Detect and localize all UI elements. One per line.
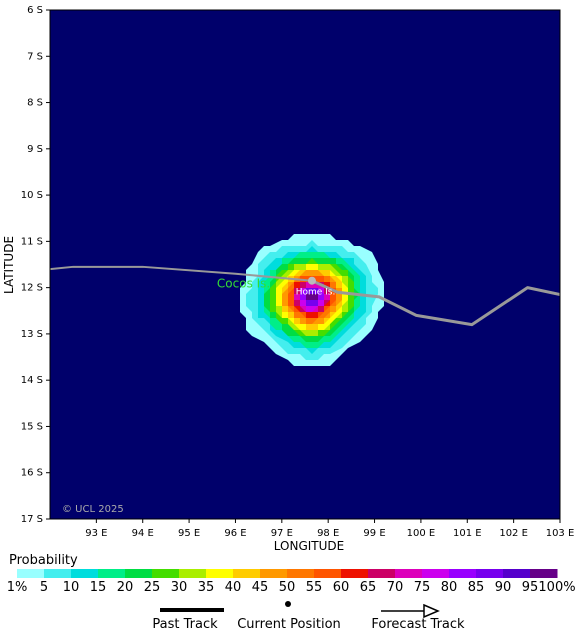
colorbar-label: 80 — [441, 580, 458, 595]
colorbar-swatch-3 — [98, 569, 126, 578]
colorbar-swatch-0 — [17, 569, 45, 578]
lat-tick-label: 9 S — [27, 144, 43, 155]
lat-tick-label: 7 S — [27, 51, 43, 62]
colorbar-label: 85 — [468, 580, 485, 595]
place-labels: Cocos Is. Home Is. — [217, 277, 335, 298]
colorbar-label: 50 — [279, 580, 296, 595]
lon-tick-label: 102 E — [499, 528, 528, 539]
lon-tick-label: 95 E — [178, 528, 200, 539]
colorbar-label: 1% — [7, 580, 28, 595]
forecast-track-line — [311, 279, 560, 327]
colorbar-label: 30 — [171, 580, 188, 595]
copyright-text: © UCL 2025 — [62, 504, 124, 515]
lon-tick-label: 99 E — [363, 528, 385, 539]
colorbar-label: 60 — [333, 580, 350, 595]
lon-tick-label: 97 E — [271, 528, 293, 539]
colorbar-swatch-11 — [314, 569, 342, 578]
colorbar-swatch-13 — [368, 569, 396, 578]
lat-tick-label: 14 S — [21, 375, 43, 386]
colorbar-swatch-17 — [476, 569, 504, 578]
colorbar-swatch-9 — [260, 569, 288, 578]
past-track-line — [50, 265, 313, 282]
colorbar-swatch-6 — [179, 569, 207, 578]
colorbar-label: 65 — [360, 580, 377, 595]
place-label-0: Cocos Is. — [217, 277, 270, 291]
colorbar-swatch-7 — [206, 569, 234, 578]
lat-tick-label: 11 S — [21, 236, 43, 247]
longitude-axis: 93 E 94 E 95 E 96 E 97 E 98 E 99 E 100 E 101 E 10… — [85, 519, 574, 539]
colorbar-label: 15 — [90, 580, 107, 595]
lon-tick-label: 94 E — [132, 528, 154, 539]
colorbar-swatch-1 — [44, 569, 72, 578]
lon-tick-label: 93 E — [85, 528, 107, 539]
colorbar-swatch-12 — [341, 569, 369, 578]
colorbar-swatch-2 — [71, 569, 99, 578]
legend-title: Probability — [9, 553, 78, 568]
lat-tick-label: 13 S — [21, 329, 43, 340]
lat-tick-label: 6 S — [27, 5, 43, 16]
latitude-axis: 6 S 7 S 8 S 9 S 10 S 11 S 12 S 13 S 14 S 15 S 16 S… — [21, 5, 50, 525]
lat-tick-label: 15 S — [21, 421, 43, 432]
colorbar-swatch-14 — [395, 569, 423, 578]
current-position-key-icon — [285, 601, 291, 607]
colorbar-label: 95 — [522, 580, 539, 595]
colorbar-label: 20 — [117, 580, 134, 595]
colorbar-swatch-10 — [287, 569, 315, 578]
colorbar-swatch-8 — [233, 569, 261, 578]
past-track-key-label: Past Track — [152, 617, 218, 632]
colorbar-label: 45 — [252, 580, 269, 595]
lat-tick-label: 10 S — [21, 190, 43, 201]
colorbar-swatch-15 — [422, 569, 450, 578]
colorbar-label: 100% — [538, 580, 575, 595]
lon-tick-label: 103 E — [546, 528, 575, 539]
lon-tick-label: 100 E — [407, 528, 436, 539]
colorbar-label: 55 — [306, 580, 323, 595]
lat-tick-label: 16 S — [21, 468, 43, 479]
colorbar-swatch-19 — [530, 569, 558, 578]
probability-colorbar — [17, 569, 558, 578]
lat-tick-label: 12 S — [21, 283, 43, 294]
lon-tick-label: 96 E — [224, 528, 246, 539]
track-layer — [50, 265, 560, 327]
probability-band-95 — [306, 294, 318, 300]
colorbar-label: 40 — [225, 580, 242, 595]
colorbar-swatch-5 — [152, 569, 180, 578]
current-position-key-label: Current Position — [237, 617, 341, 632]
forecast-track-key-label: Forecast Track — [371, 617, 465, 632]
colorbar-label: 90 — [495, 580, 512, 595]
y-axis-title: LATITUDE — [2, 236, 16, 294]
colorbar-swatch-16 — [449, 569, 477, 578]
lon-tick-label: 101 E — [453, 528, 482, 539]
lat-tick-label: 8 S — [27, 98, 43, 109]
colorbar-label: 10 — [63, 580, 80, 595]
x-axis-title: LONGITUDE — [274, 539, 344, 553]
colorbar-label: 25 — [144, 580, 161, 595]
current-position-marker — [307, 276, 316, 285]
plot-frame — [49, 9, 561, 520]
colorbar-swatch-4 — [125, 569, 153, 578]
colorbar-label: 5 — [40, 580, 48, 595]
colorbar-label: 70 — [387, 580, 404, 595]
place-label-1: Home Is. — [296, 288, 336, 298]
probability-colorbar-labels: 1% 5 10 15 20 25 30 35 40 45 50 55 60 65 70 75 80 85 90 95 1… — [7, 580, 576, 595]
colorbar-swatch-18 — [503, 569, 531, 578]
colorbar-label: 75 — [414, 580, 431, 595]
forecast-track-key-icon — [381, 603, 440, 619]
lat-tick-label: 17 S — [21, 514, 43, 525]
colorbar-label: 35 — [198, 580, 215, 595]
lon-tick-label: 98 E — [317, 528, 339, 539]
